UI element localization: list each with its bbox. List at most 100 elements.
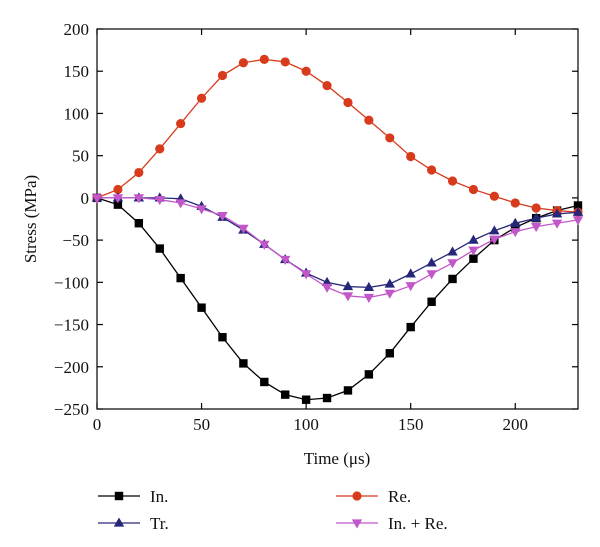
y-tick-label: −150 (54, 316, 89, 335)
data-point (363, 293, 375, 304)
series-4 (91, 194, 584, 304)
legend-label: In. + Re. (388, 514, 448, 533)
data-point (489, 191, 499, 201)
data-point (364, 370, 374, 379)
data-point (363, 281, 375, 291)
legend-item: In. + Re. (336, 514, 448, 533)
data-point (342, 292, 354, 302)
series-line (96, 58, 579, 213)
data-point (218, 333, 227, 342)
data-point (510, 198, 520, 208)
data-point (405, 282, 416, 292)
data-point (322, 393, 332, 403)
data-point (343, 97, 353, 108)
series-line (97, 197, 579, 289)
series-line (97, 197, 579, 299)
data-point (321, 283, 333, 293)
x-tick-label: 150 (398, 415, 424, 434)
data-point (531, 203, 541, 213)
legend: In. Tr. Re. In. + Re. (98, 487, 448, 533)
data-point (385, 349, 394, 358)
data-point (133, 194, 145, 204)
data-point (572, 206, 584, 216)
data-point (281, 390, 290, 399)
data-point (427, 297, 436, 306)
y-axis-title: Stress (MPa) (21, 175, 40, 263)
data-point (217, 70, 228, 81)
data-point (468, 184, 479, 195)
y-tick-label: −200 (54, 358, 89, 377)
series-line (96, 197, 579, 401)
legend-item: Tr. (98, 514, 169, 533)
y-tick-label: 150 (64, 62, 90, 81)
data-point (280, 255, 291, 266)
data-point (469, 254, 478, 263)
data-point (239, 359, 248, 368)
data-point (176, 118, 186, 129)
legend-label: Tr. (150, 514, 169, 533)
data-point (322, 80, 332, 91)
data-point (426, 257, 437, 267)
legend-marker (113, 517, 125, 527)
data-point (468, 234, 479, 244)
data-point (301, 395, 311, 404)
data-point (301, 66, 311, 76)
data-point (112, 194, 124, 204)
data-point (551, 219, 563, 229)
data-point (364, 115, 374, 125)
data-point (134, 219, 144, 228)
legend-marker (114, 491, 124, 501)
data-point (426, 270, 437, 280)
y-tick-label: −100 (54, 273, 89, 292)
legend-item: Re. (336, 487, 411, 506)
data-point (175, 199, 186, 209)
series-2 (92, 54, 583, 217)
series-layer (91, 54, 584, 404)
data-point (573, 201, 583, 210)
data-point (342, 281, 354, 291)
data-point (427, 165, 437, 175)
data-point (280, 57, 290, 67)
axis-ticks: 0 50 100 150 200 200 150 100 50 0 −50 −100 −150 −200 −… (54, 20, 578, 434)
data-point (196, 205, 207, 215)
data-point (489, 235, 500, 245)
data-point (155, 244, 164, 253)
legend-marker (352, 491, 362, 501)
data-point (259, 54, 269, 64)
data-point (343, 386, 353, 395)
legend-marker (351, 519, 363, 529)
plot-frame (96, 28, 579, 410)
data-point (530, 212, 542, 222)
data-point (260, 377, 269, 387)
data-point (448, 274, 457, 284)
data-point (176, 273, 185, 283)
data-point (134, 167, 144, 178)
legend-label: Re. (388, 487, 411, 506)
data-point (238, 58, 248, 68)
data-point (385, 133, 395, 143)
x-tick-label: 200 (503, 415, 529, 434)
data-point (468, 246, 479, 256)
legend-label: In. (150, 487, 168, 506)
y-tick-label: −250 (54, 400, 89, 419)
data-point (384, 278, 395, 288)
data-point (217, 212, 228, 222)
data-point (530, 223, 542, 233)
data-point (510, 228, 521, 238)
data-point (447, 176, 458, 186)
data-point (154, 195, 165, 206)
data-point (155, 144, 165, 154)
data-point (197, 303, 206, 312)
data-point (447, 246, 458, 256)
data-point (196, 93, 207, 103)
x-tick-label: 100 (293, 415, 319, 434)
data-point (511, 223, 520, 232)
data-point (238, 224, 249, 234)
data-point (447, 259, 458, 269)
y-tick-label: 50 (72, 147, 89, 166)
x-tick-label: 0 (93, 415, 102, 434)
y-tick-label: −50 (62, 231, 89, 250)
data-point (91, 194, 103, 204)
